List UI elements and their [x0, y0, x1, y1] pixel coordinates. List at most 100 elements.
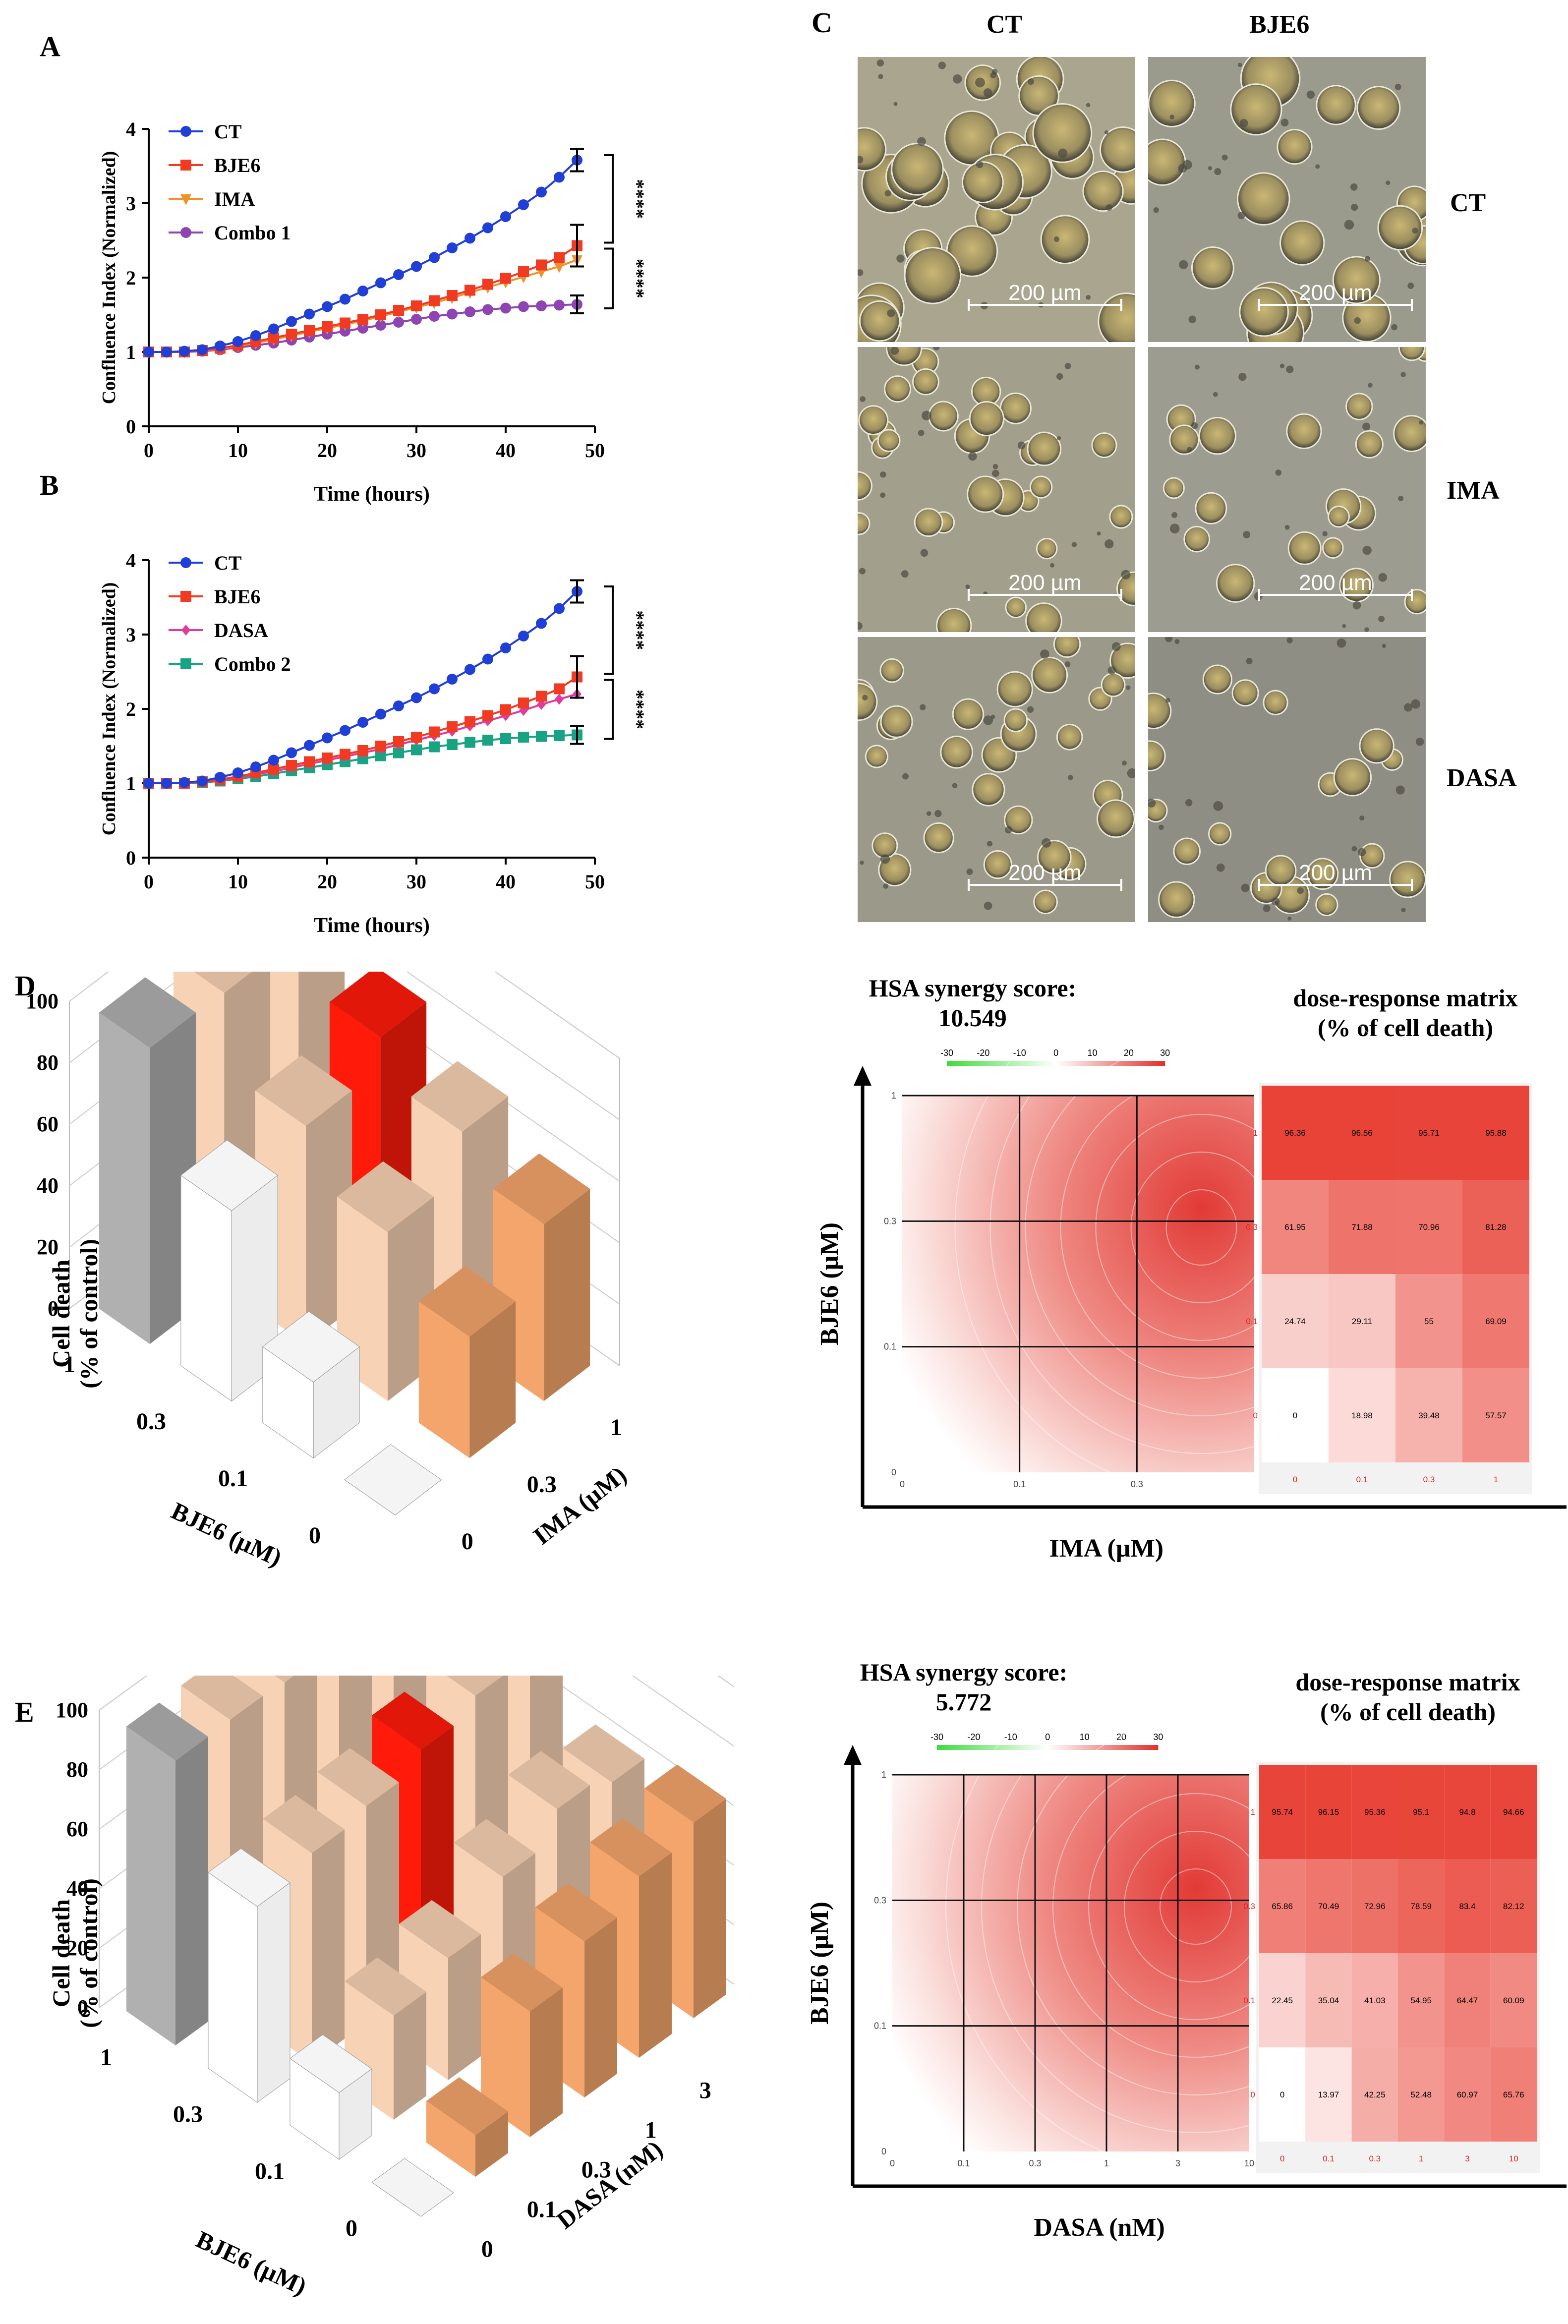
debris [1071, 542, 1077, 547]
debris [1171, 512, 1178, 518]
cell [1148, 138, 1186, 186]
matrix-cell: 78.59 [1398, 1859, 1445, 1953]
data-point [411, 692, 422, 703]
matrix-cell-fill [1305, 2047, 1352, 2142]
debris [1086, 294, 1091, 300]
matrix-row-label: 1 [1251, 1807, 1255, 1817]
cell [1148, 740, 1166, 771]
landscape-x-tick: 0 [890, 2158, 895, 2168]
matrix-cell-fill [1351, 2047, 1398, 2142]
matrix-cell: 96.15 [1305, 1765, 1352, 1859]
matrix-cell-value: 94.8 [1459, 1807, 1475, 1817]
debris [917, 137, 926, 146]
data-point [286, 760, 297, 771]
matrix-cell-fill [1398, 1859, 1445, 1953]
matrix-cell-value: 64.47 [1457, 1996, 1478, 2005]
micrograph-background [1148, 347, 1426, 632]
cell [1359, 728, 1394, 764]
debris [1322, 531, 1328, 536]
z-tick-label: 80 [37, 1050, 58, 1075]
matrix-cell-value: 70.96 [1418, 1222, 1440, 1232]
debris [1056, 373, 1063, 380]
matrix-cell-fill [1395, 1086, 1462, 1180]
cell [1333, 758, 1372, 797]
cell [912, 368, 939, 396]
cell [1169, 424, 1200, 455]
debris [1279, 363, 1285, 368]
legend-label: CT [214, 552, 242, 574]
cell [1277, 129, 1313, 165]
debris [933, 347, 940, 350]
bar-bje6-0-drug-0.3 [418, 1266, 516, 1458]
z-tick-label: 40 [66, 1876, 88, 1901]
data-point [268, 763, 279, 775]
landscape-x-tick: 0.3 [1029, 2158, 1041, 2168]
debris [1221, 154, 1228, 161]
x-axis-label: Time (hours) [314, 483, 430, 506]
cell [1359, 843, 1385, 869]
bje6-tick-label: 0.3 [136, 1408, 166, 1435]
debris [1403, 703, 1413, 712]
debris [983, 88, 992, 97]
colorbar-tick: -30 [940, 1048, 953, 1058]
matrix-cell: 61.95 [1262, 1180, 1329, 1274]
bar-face-top [262, 1311, 360, 1383]
bar-face-top [371, 2158, 454, 2217]
data-point [554, 683, 565, 695]
debris [1237, 62, 1242, 67]
data-point [375, 320, 386, 331]
cell [891, 142, 944, 196]
cell [877, 429, 901, 453]
scale-bar-label: 200 µm [1008, 571, 1082, 595]
micro-row-label-ct: CT [1450, 189, 1486, 217]
cell [940, 735, 973, 769]
matrix-cell: 41.03 [1351, 1953, 1398, 2047]
significance-label: **** [626, 690, 644, 729]
debris [1246, 658, 1253, 665]
matrix-cell-fill [1444, 1859, 1491, 1953]
debris [1378, 616, 1385, 622]
data-point [357, 717, 368, 728]
data-point [181, 625, 190, 636]
debris [976, 161, 984, 169]
cell [972, 773, 1005, 807]
bar-face-top [337, 1161, 434, 1232]
z-tick-label: 100 [26, 989, 58, 1013]
data-point [180, 194, 191, 205]
debris [922, 410, 931, 420]
debris [983, 715, 993, 725]
bar-face-left [469, 1301, 516, 1458]
matrix-cell-value: 22.45 [1272, 1996, 1293, 2005]
drug-axis-label: DASA (nM) [551, 2135, 668, 2234]
matrix-cell: 70.96 [1395, 1180, 1462, 1274]
debris [1351, 204, 1358, 211]
matrix-cell-value: 95.71 [1418, 1128, 1440, 1138]
debris [1350, 183, 1358, 191]
landscape-y-tick: 0.3 [884, 1216, 896, 1226]
matrix-cell-fill [1490, 1859, 1537, 1953]
matrix-cell-value: 41.03 [1364, 1996, 1386, 2005]
drug-tick-label: 0.1 [527, 2196, 557, 2222]
cell [880, 705, 913, 738]
debris [1351, 846, 1357, 852]
data-point [554, 299, 565, 311]
cell [1230, 83, 1282, 136]
bje6-tick-label: 0 [346, 2215, 357, 2242]
data-point [304, 740, 315, 751]
matrix-cell-fill [1490, 1765, 1537, 1859]
data-point [411, 300, 422, 311]
debris [965, 584, 970, 589]
colorbar-tick: -20 [977, 1048, 989, 1058]
data-point [304, 308, 315, 320]
matrix-cell-value: 95.74 [1272, 1807, 1293, 1817]
debris [1040, 649, 1049, 659]
debris [1275, 469, 1282, 476]
z-tick-label: 20 [66, 1936, 88, 1960]
landscape-y-tick: 0.1 [874, 2021, 886, 2031]
data-point [447, 721, 458, 732]
panel-label-b: B [40, 469, 59, 501]
micrograph-image: 200 µm [858, 57, 1135, 342]
data-point [340, 749, 350, 760]
matrix-cell: 52.48 [1398, 2047, 1445, 2142]
